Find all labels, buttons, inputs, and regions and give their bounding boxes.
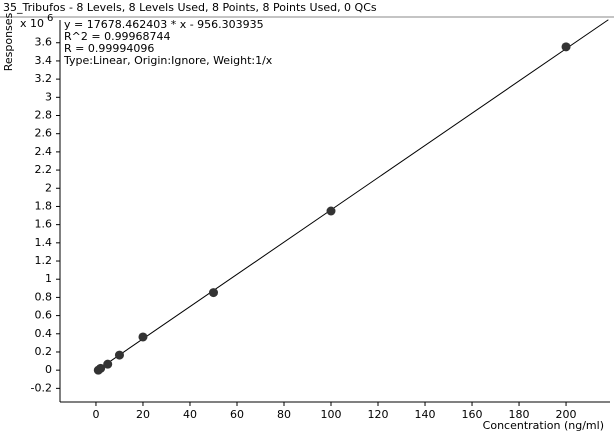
- x-tick-label: 120: [368, 408, 389, 421]
- y-tick-label: 0: [45, 363, 52, 376]
- x-tick-label: 60: [230, 408, 244, 421]
- y-tick-label: 2.4: [35, 145, 53, 158]
- x-axis-label: Concentration (ng/ml): [483, 419, 604, 432]
- y-tick-label: 2: [45, 181, 52, 194]
- y-tick-label: 1.2: [35, 254, 53, 267]
- annotation: R = 0.99994096: [64, 42, 154, 55]
- y-tick-label: 0.8: [35, 290, 53, 303]
- y-tick-label: 0.2: [35, 345, 53, 358]
- data-point: [561, 42, 571, 52]
- x-tick-label: 200: [556, 408, 577, 421]
- annotation: y = 17678.462403 * x - 956.303935: [64, 18, 264, 31]
- y-tick-label: 2.2: [35, 163, 53, 176]
- x-tick-label: 160: [462, 408, 483, 421]
- y-tick-label: 1.8: [35, 199, 53, 212]
- y-multiplier: x 10: [20, 17, 44, 30]
- annotation: R^2 = 0.99968744: [64, 30, 171, 43]
- y-tick-label: 3.6: [35, 36, 53, 49]
- y-tick-label: 2.6: [35, 127, 53, 140]
- fit-line: [95, 19, 609, 372]
- x-tick-label: 20: [136, 408, 150, 421]
- data-point: [138, 332, 148, 342]
- y-tick-label: 0.4: [35, 327, 53, 340]
- x-tick-label: 180: [509, 408, 530, 421]
- y-multiplier-exponent: 6: [47, 13, 53, 24]
- x-tick-label: 140: [415, 408, 436, 421]
- y-tick-label: 1: [45, 272, 52, 285]
- data-point: [114, 350, 124, 360]
- y-tick-label: 0.6: [35, 309, 53, 322]
- data-point: [96, 363, 106, 373]
- y-axis-label: Responses: [2, 12, 15, 71]
- chart-title: 35_Tribufos - 8 Levels, 8 Levels Used, 8…: [3, 1, 377, 14]
- y-tick-label: 3.2: [35, 72, 53, 85]
- x-tick-label: 100: [321, 408, 342, 421]
- data-point: [326, 206, 336, 216]
- x-tick-label: 40: [183, 408, 197, 421]
- y-tick-label: 2.8: [35, 109, 53, 122]
- annotation: Type:Linear, Origin:Ignore, Weight:1/x: [63, 54, 273, 67]
- x-tick-label: 0: [92, 408, 99, 421]
- x-tick-label: 80: [277, 408, 291, 421]
- y-tick-label: -0.2: [31, 381, 52, 394]
- y-tick-label: 1.6: [35, 218, 53, 231]
- y-tick-label: 3.4: [35, 54, 53, 67]
- data-point: [103, 359, 113, 369]
- y-tick-label: 1.4: [35, 236, 53, 249]
- data-point: [208, 288, 218, 298]
- y-tick-label: 3: [45, 90, 52, 103]
